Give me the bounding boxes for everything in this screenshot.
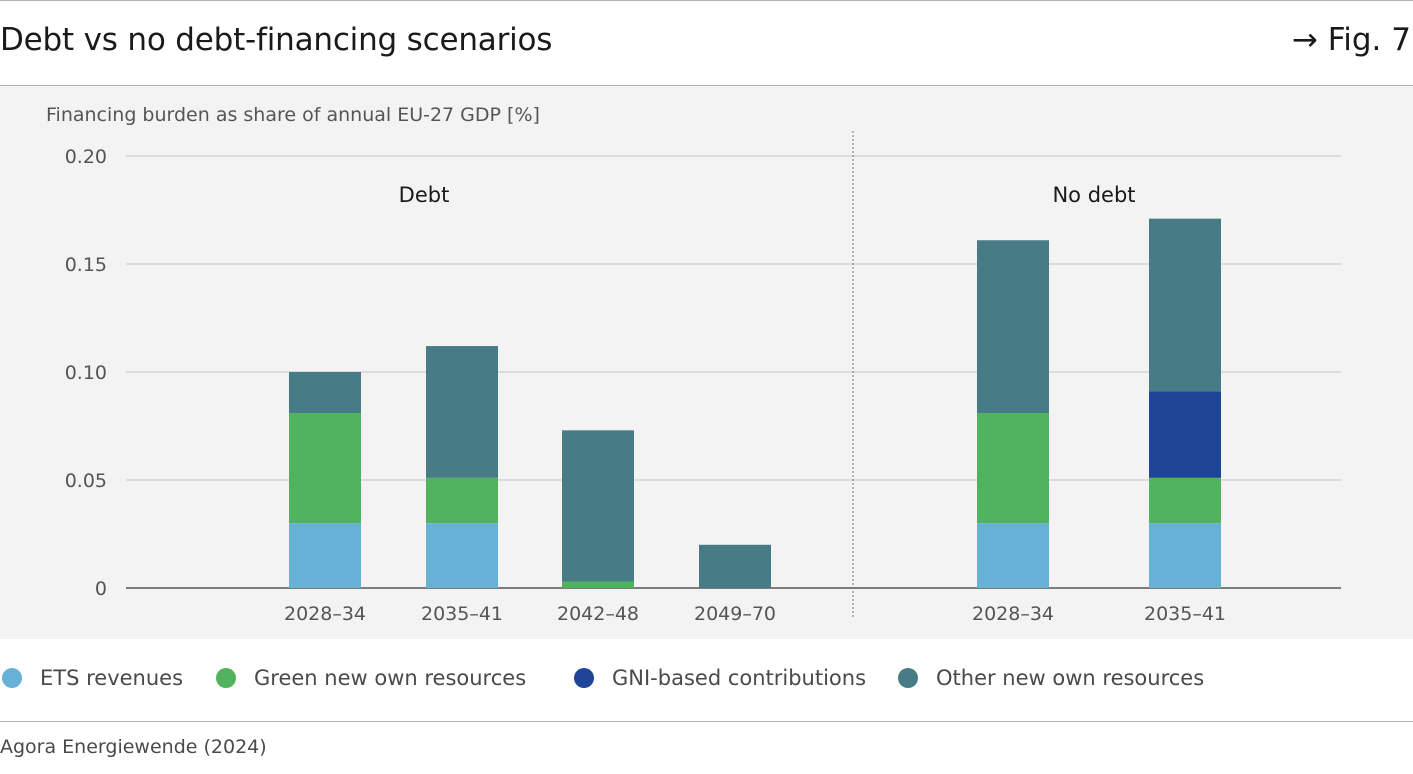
group-label: No debt: [1052, 183, 1135, 207]
legend-item: ETS revenues: [2, 666, 183, 690]
legend-item: Green new own resources: [216, 666, 526, 690]
bar-segment-green-new-own-resources: [426, 477, 498, 524]
top-rule: [0, 0, 1413, 1]
legend-item: Other new own resources: [898, 666, 1204, 690]
group-label: Debt: [399, 183, 450, 207]
y-tick-label: 0.20: [65, 146, 107, 168]
x-tick-label: 2028–34: [284, 603, 366, 625]
bar-segment-green-new-own-resources: [1149, 477, 1221, 524]
legend-swatch: [574, 668, 594, 688]
bar-segment-ets-revenues: [1149, 523, 1221, 588]
y-tick-label: 0.15: [65, 254, 107, 276]
legend-item: GNI-based contributions: [574, 666, 866, 690]
legend-swatch: [898, 668, 918, 688]
y-tick-label: 0.10: [65, 362, 107, 384]
legend-label: GNI-based contributions: [612, 666, 867, 690]
y-tick-label: 0: [95, 578, 107, 600]
x-tick-label: 2035–41: [421, 603, 503, 625]
bar-segment-gni-based-contributions: [1149, 391, 1221, 478]
legend-label: Green new own resources: [254, 666, 527, 690]
x-tick-label: 2042–48: [557, 603, 639, 625]
source-note: Agora Energiewende (2024): [0, 736, 267, 758]
stacked-bar-chart: Financing burden as share of annual EU-2…: [46, 104, 1341, 625]
legend-label: Other new own resources: [936, 666, 1205, 690]
bar-segment-other-new-own-resources: [562, 430, 634, 582]
y-tick-label: 0.05: [65, 470, 107, 492]
bar-segment-ets-revenues: [977, 523, 1049, 588]
figure-reference: → Fig. 7: [1291, 22, 1411, 58]
bar-segment-other-new-own-resources: [289, 372, 361, 414]
plot-panel: Financing burden as share of annual EU-2…: [0, 86, 1413, 639]
bar-segment-other-new-own-resources: [977, 240, 1049, 414]
chart-legend: ETS revenues Green new own resources GNI-b…: [0, 666, 1413, 698]
bar-segment-green-new-own-resources: [977, 413, 1049, 524]
title-rule: [0, 85, 1413, 86]
legend-swatch: [2, 668, 22, 688]
y-axis-label: Financing burden as share of annual EU-2…: [46, 104, 540, 126]
bar-segment-other-new-own-resources: [426, 346, 498, 478]
legend-label: ETS revenues: [40, 666, 184, 690]
bar-segment-green-new-own-resources: [289, 413, 361, 524]
x-tick-label: 2049–70: [694, 603, 776, 625]
x-tick-label: 2035–41: [1144, 603, 1226, 625]
bar-segment-ets-revenues: [426, 523, 498, 588]
source-rule: [0, 721, 1413, 722]
x-tick-label: 2028–34: [972, 603, 1054, 625]
bar-segment-green-new-own-resources: [562, 581, 634, 588]
figure-title: Debt vs no debt-financing scenarios: [0, 22, 553, 58]
legend-swatch: [216, 668, 236, 688]
bar-segment-other-new-own-resources: [699, 544, 771, 588]
bar-segment-other-new-own-resources: [1149, 218, 1221, 392]
bar-segment-ets-revenues: [289, 523, 361, 588]
